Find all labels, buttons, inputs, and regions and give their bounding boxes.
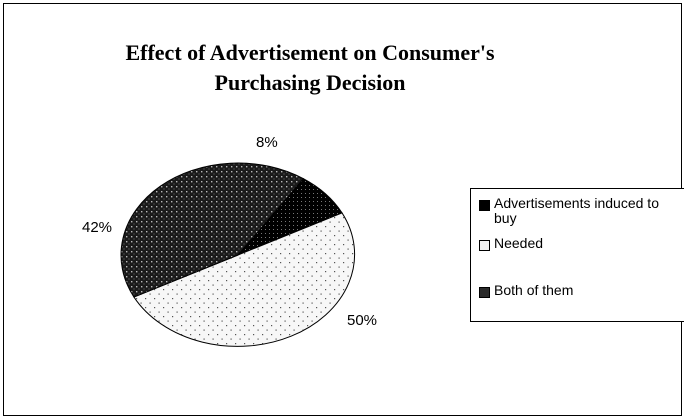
legend-item-advertisements-induced: Advertisements induced to buy [479,196,684,226]
legend-swatch-dark-dots [479,287,490,298]
chart-legend: Advertisements induced to buy Needed Bot… [470,188,684,322]
pie-slice-both-of-them [120,162,305,298]
legend-item-needed: Needed [479,236,684,251]
chart-title-line-1: Effect of Advertisement on Consumer's [125,40,495,65]
legend-label: Both of them [494,282,574,298]
slice-percent-label: 42% [82,219,112,236]
chart-title-line-2: Purchasing Decision [214,70,406,95]
legend-item-both-of-them: Both of them [479,283,684,298]
slice-percent-label: 50% [347,312,377,329]
chart-title: Effect of Advertisement on Consumer's Pu… [0,38,620,98]
legend-label: Needed [494,235,544,251]
legend-label: Advertisements induced to buy [494,195,659,226]
pie-slice-needed [133,212,356,347]
slice-percent-label: 8% [256,134,278,151]
legend-swatch-dense-black [479,200,490,211]
legend-swatch-sparse-dots [479,240,490,251]
